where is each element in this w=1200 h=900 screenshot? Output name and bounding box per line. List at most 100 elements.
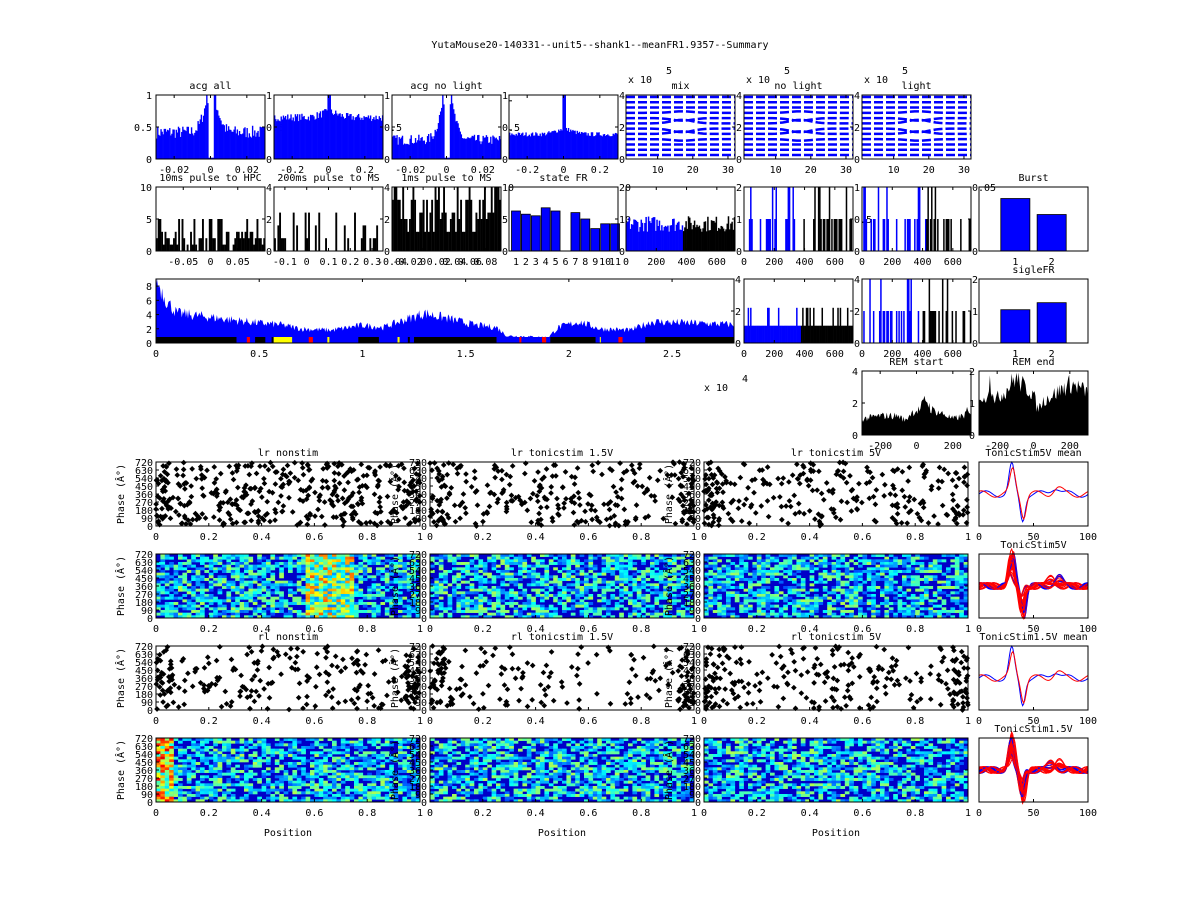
heatmap-cell bbox=[862, 602, 868, 605]
spike-marker bbox=[341, 473, 347, 479]
heatmap-cell bbox=[266, 602, 271, 605]
heatmap-cell bbox=[323, 602, 328, 605]
psth-bar bbox=[407, 231, 410, 251]
bar bbox=[746, 325, 748, 343]
heatmap-cell bbox=[156, 612, 161, 616]
heatmap-cell bbox=[354, 588, 359, 592]
heatmap-cell bbox=[160, 559, 166, 563]
y-tick-label: 0 bbox=[146, 247, 152, 258]
heatmap-cell bbox=[654, 602, 660, 605]
bar bbox=[770, 325, 773, 343]
heatmap-cell bbox=[491, 562, 497, 565]
heatmap-cell bbox=[778, 596, 784, 600]
psth-bar bbox=[308, 212, 310, 251]
y-tick-label: 2 bbox=[852, 399, 858, 410]
spike-marker bbox=[570, 509, 577, 516]
heatmap-cell bbox=[469, 607, 475, 611]
y-tick-label: 0 bbox=[852, 431, 858, 442]
acg-bar bbox=[608, 135, 610, 159]
heatmap-cell bbox=[544, 591, 550, 595]
heatmap-cell bbox=[717, 586, 722, 589]
heatmap-cell bbox=[721, 580, 727, 584]
heatmap-cell bbox=[222, 583, 227, 587]
heatmap-cell bbox=[340, 578, 346, 581]
heatmap-cell bbox=[274, 564, 280, 568]
acg-bar bbox=[484, 137, 487, 159]
spike-marker bbox=[657, 467, 664, 474]
heatmap-cell bbox=[496, 594, 501, 597]
x-tick-label: 0.05 bbox=[226, 257, 250, 268]
heatmap-cell bbox=[836, 578, 841, 581]
x-tick-label: -200 bbox=[985, 441, 1009, 452]
heatmap-cell bbox=[376, 586, 381, 589]
acg-bar bbox=[548, 131, 550, 159]
spike-marker bbox=[727, 480, 734, 487]
spike-marker bbox=[433, 522, 440, 529]
acg-bar bbox=[426, 136, 429, 159]
heatmap-cell bbox=[244, 567, 249, 571]
heatmap-cell bbox=[866, 588, 872, 592]
heatmap-cell bbox=[756, 588, 762, 592]
lfp-trace bbox=[744, 110, 853, 115]
heatmap-cell bbox=[743, 578, 749, 581]
acg-bar bbox=[529, 136, 532, 159]
spike-marker bbox=[904, 520, 911, 526]
heatmap-cell bbox=[340, 610, 346, 613]
acg-bar bbox=[233, 129, 235, 159]
spike-marker bbox=[257, 463, 263, 470]
heatmap-cell bbox=[349, 596, 355, 600]
panel-title: acg all bbox=[189, 81, 231, 92]
heatmap-cell bbox=[712, 572, 718, 576]
bar bbox=[685, 221, 687, 251]
spike-marker bbox=[439, 509, 446, 515]
phase-panel-title: lr tonicstim 1.5V bbox=[511, 448, 613, 459]
state-segment bbox=[599, 337, 601, 343]
spike-marker bbox=[211, 514, 217, 520]
heatmap-cell bbox=[778, 580, 784, 584]
heatmap-cell bbox=[288, 570, 293, 573]
acg-bar bbox=[336, 113, 338, 159]
right-y-tick-label: 2 bbox=[972, 275, 978, 286]
heatmap-cell bbox=[726, 607, 731, 611]
heatmap-cell bbox=[632, 586, 638, 589]
spike-marker bbox=[199, 511, 206, 517]
heatmap-cell bbox=[787, 559, 793, 563]
heatmap-cell bbox=[518, 567, 523, 571]
acg-bar bbox=[414, 138, 417, 159]
spike-marker bbox=[230, 476, 237, 483]
heatmap-cell bbox=[496, 602, 501, 605]
x-tick-label: 2 bbox=[1049, 349, 1055, 360]
heatmap-cell bbox=[783, 594, 788, 597]
heatmap-cell bbox=[362, 604, 368, 608]
psth-bar bbox=[437, 187, 440, 251]
heatmap-cell bbox=[628, 591, 633, 595]
acg-bar bbox=[282, 115, 285, 159]
heatmap-cell bbox=[614, 575, 620, 579]
spike-marker bbox=[606, 506, 613, 513]
spike-marker bbox=[411, 465, 418, 472]
heatmap-cell bbox=[676, 599, 682, 603]
bar bbox=[672, 218, 674, 251]
heatmap-cell bbox=[371, 586, 377, 589]
heatmap-cell bbox=[327, 594, 333, 597]
heatmap-cell bbox=[327, 602, 333, 605]
heatmap-cell bbox=[496, 586, 501, 589]
heatmap-cell bbox=[283, 556, 289, 560]
bar bbox=[658, 220, 661, 251]
spike-marker bbox=[911, 496, 918, 503]
heatmap-cell bbox=[513, 583, 519, 587]
spike-marker bbox=[248, 501, 254, 507]
bar bbox=[947, 219, 950, 251]
heatmap-cell bbox=[628, 602, 633, 605]
spike-marker bbox=[720, 489, 726, 496]
state-segment bbox=[409, 337, 415, 343]
x-tick-label: -0.05 bbox=[168, 257, 198, 268]
heatmap-cell bbox=[191, 564, 196, 568]
heatmap-cell bbox=[726, 564, 731, 568]
heatmap-cell bbox=[371, 610, 377, 613]
state-segment bbox=[156, 337, 237, 343]
psth-bar bbox=[249, 231, 252, 251]
heatmap-cell bbox=[252, 602, 258, 605]
heatmap-cell bbox=[614, 580, 620, 584]
psth-bar bbox=[468, 187, 471, 251]
